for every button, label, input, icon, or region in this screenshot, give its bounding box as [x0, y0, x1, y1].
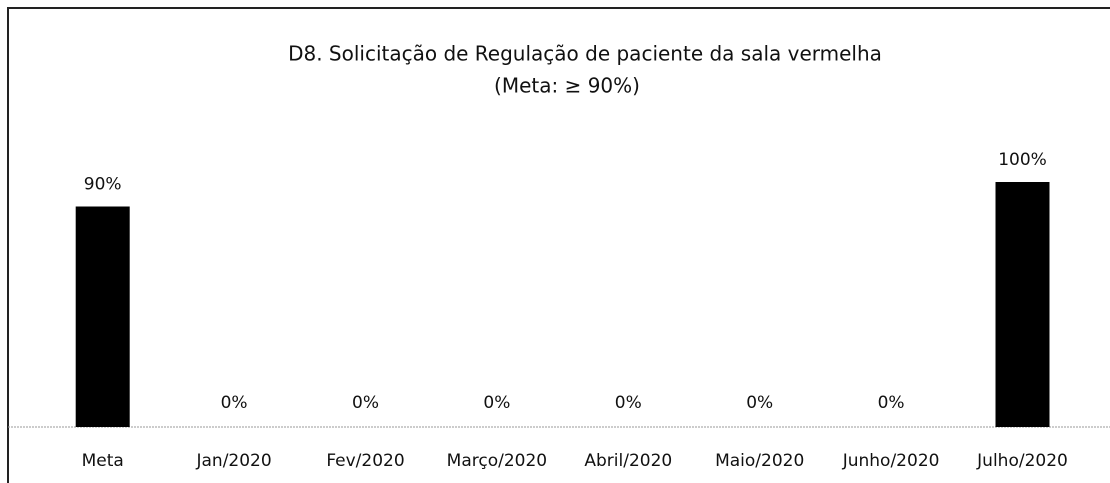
x-tick-label: Meta	[82, 451, 124, 471]
bar	[75, 206, 130, 427]
chart-subtitle: (Meta: ≥ 90%)	[494, 74, 640, 98]
x-tick-label: Fev/2020	[326, 451, 404, 471]
value-label: 0%	[352, 393, 379, 413]
value-label: 0%	[878, 393, 905, 413]
value-label: 90%	[84, 175, 122, 195]
value-label: 0%	[615, 393, 642, 413]
chart-title: D8. Solicitação de Regulação de paciente…	[288, 42, 882, 66]
x-tick-label: Julho/2020	[976, 451, 1068, 471]
frame	[7, 7, 1110, 483]
x-tick-label: Abril/2020	[584, 451, 672, 471]
value-label: 0%	[483, 393, 510, 413]
x-tick-label: Junho/2020	[842, 451, 940, 471]
value-label: 0%	[221, 393, 248, 413]
value-label: 100%	[998, 150, 1047, 170]
value-label: 0%	[746, 393, 773, 413]
bar	[995, 182, 1050, 427]
x-tick-label: Março/2020	[447, 451, 547, 471]
x-tick-label: Jan/2020	[195, 451, 271, 471]
x-tick-label: Maio/2020	[715, 451, 804, 471]
